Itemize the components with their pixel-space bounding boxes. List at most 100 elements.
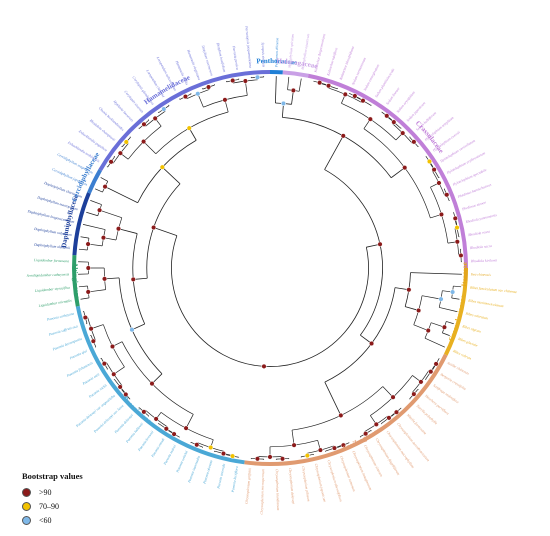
- branch: [80, 236, 90, 239]
- tip-label: Kalanchoe blossfeldiana: [338, 46, 355, 82]
- bootstrap-node: [416, 307, 422, 313]
- bootstrap-node: [85, 289, 91, 295]
- tip-label: Phedimus aizoon: [461, 200, 487, 211]
- tip-label: Hylotelephium spectabile: [451, 168, 487, 187]
- bootstrap-node: [386, 415, 392, 421]
- tip-label: Paeonia jishanensis: [65, 361, 94, 379]
- tip-label: Paeonia emodi: [150, 438, 165, 459]
- bootstrap-node: [441, 324, 447, 330]
- bootstrap-node: [280, 100, 287, 107]
- tip-label: Paeonia intermedia: [187, 455, 201, 484]
- tip-label: Sedum emarginatum: [363, 63, 381, 91]
- bootstrap-node: [141, 409, 147, 415]
- tip-label: Paeonia decomposita: [51, 337, 83, 352]
- tip-label: Paeonia anomala: [216, 463, 226, 490]
- bootstrap-node: [290, 87, 296, 93]
- tip-label: Chrysosplenium microspermum: [260, 468, 266, 514]
- bootstrap-node: [450, 289, 456, 295]
- bootstrap-node: [117, 384, 123, 390]
- bootstrap-node: [254, 74, 261, 80]
- bootstrap-node: [393, 409, 400, 415]
- bootstrap-node: [102, 184, 108, 190]
- bootstrap-node: [338, 412, 344, 418]
- branch: [324, 381, 342, 416]
- branch: [410, 272, 462, 275]
- tip-label: Ribes odoratum: [464, 311, 489, 320]
- tip-labels: Penthorum chinense Myriophyllum spicatum M…: [26, 25, 517, 515]
- bootstrap-node: [222, 97, 228, 103]
- branch: [298, 78, 302, 92]
- bootstrap-node: [279, 456, 286, 462]
- branch: [90, 200, 102, 205]
- bootstrap-node: [123, 139, 129, 145]
- tip-label: Rhodiola yunnanensis: [464, 213, 497, 224]
- legend-dot-low: [22, 515, 31, 525]
- tip-label: Paeonia ludlowii: [125, 422, 144, 444]
- tip-label: Chrysosplenium pilosum: [301, 466, 311, 502]
- bootstrap-node: [317, 80, 323, 86]
- tip-label: Paeonia mairei: [162, 444, 176, 466]
- family-strip: [98, 70, 271, 172]
- tip-label: Sycopsis sinensis: [261, 42, 266, 67]
- branch: [78, 285, 88, 288]
- bootstrap-node: [363, 431, 369, 437]
- tip-label: Chrysosplenium biondianum: [275, 469, 280, 511]
- bootstrap-node: [411, 139, 417, 145]
- family-label: Altingiaceae: [71, 262, 81, 299]
- tip-label: Ribes rubrum: [451, 349, 472, 361]
- bootstrap-node: [109, 343, 116, 350]
- tip-label: Ribes nigrum: [461, 324, 482, 334]
- tip-label: Liquidambar styraciflua: [34, 286, 70, 294]
- tip-label: Daphniphyllum calycinum: [33, 227, 73, 237]
- bootstrap-node: [101, 361, 107, 367]
- tip-label: Chrysosplenium alternifolium: [327, 460, 343, 503]
- branch: [424, 337, 446, 348]
- branch: [118, 228, 138, 234]
- branch: [86, 211, 98, 217]
- branch: [104, 186, 138, 204]
- bootstrap-node: [85, 265, 91, 271]
- branch: [413, 324, 429, 331]
- bootstrap-node: [97, 207, 103, 213]
- bootstrap-node: [377, 241, 383, 247]
- bootstrap-node: [373, 421, 379, 427]
- legend-row-mid: 70–90: [22, 499, 83, 513]
- tip-label: Chrysosplenium aureobracteatum: [396, 422, 430, 463]
- legend-dot-high: [22, 487, 31, 497]
- bootstrap-node: [163, 426, 169, 432]
- branch: [324, 135, 344, 170]
- legend-dot-mid: [22, 501, 31, 511]
- bootstrap-node: [123, 391, 129, 398]
- tip-label: Paeonia cathayana: [46, 311, 75, 321]
- bootstrap-node: [111, 371, 117, 377]
- family-label: Grossulariaceae: [447, 295, 467, 343]
- tip-label: Tiarella polyphylla: [415, 404, 438, 426]
- bootstrap-node: [454, 225, 460, 231]
- bootstrap-node: [206, 84, 212, 90]
- bootstrap-node: [436, 180, 442, 186]
- bootstrap-node: [82, 314, 88, 321]
- family-strip: [443, 280, 468, 356]
- tip-label: Bergenia crassifolia: [440, 372, 467, 391]
- tip-label: Penthorum chinense: [274, 37, 279, 68]
- family-strip: [72, 192, 91, 256]
- branch: [287, 76, 290, 90]
- bootstrap-node: [149, 381, 155, 387]
- bootstrap-node: [342, 91, 348, 97]
- bootstrap-node: [186, 125, 192, 131]
- branch: [153, 227, 178, 237]
- branch: [453, 285, 462, 288]
- bootstrap-node: [194, 442, 200, 448]
- branch: [446, 321, 454, 325]
- tip-label: Itea chinensis: [470, 272, 492, 277]
- tip-label: Distylium racemosum: [200, 44, 213, 77]
- bootstrap-node: [254, 456, 261, 462]
- tip-label: Paeonia brownii: [137, 430, 155, 453]
- tip-label: Paeonia lactiflora: [231, 466, 239, 494]
- tip-label: Rhodiola kirilowii: [470, 258, 497, 263]
- tip-label: Phedimus kamtschaticus: [456, 182, 492, 199]
- branch: [275, 76, 277, 104]
- tip-label: Distylium buxifolium: [215, 41, 226, 73]
- tip-label: Ribes fasciculatum var. chinense: [469, 285, 517, 294]
